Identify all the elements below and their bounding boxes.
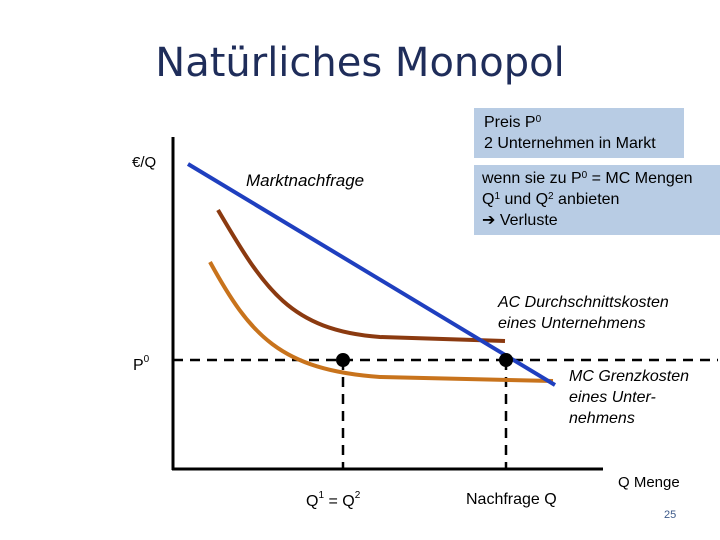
demand-point (499, 353, 513, 367)
p0-label: P0 (133, 354, 150, 374)
q1-point (336, 353, 350, 367)
y-axis-label: €/Q (132, 154, 157, 171)
page-title: Natürliches Monopol (155, 40, 565, 86)
right-arrow-icon: ➔ (482, 212, 496, 229)
demand-label: Marktnachfrage (246, 171, 365, 190)
page-number: 25 (664, 509, 677, 521)
mc-curve (208, 261, 554, 383)
x-axis-label: Q Menge (618, 474, 680, 491)
mc-label: MC Grenzkosten eines Unter- nehmens (569, 368, 690, 427)
demand-curve (186, 162, 557, 387)
info-box-losses: wenn sie zu P0 = MC Mengen Q1 und Q2 anb… (474, 165, 720, 235)
q1-q2-label: Q1 = Q2 (306, 490, 361, 510)
ac-label: AC Durchschnittskosten eines Unternehmen… (498, 294, 669, 332)
ac-curve (216, 208, 506, 343)
demand-q-label: Nachfrage Q (466, 491, 557, 508)
info-box-price: Preis P0 2 Unternehmen in Markt (474, 108, 684, 158)
